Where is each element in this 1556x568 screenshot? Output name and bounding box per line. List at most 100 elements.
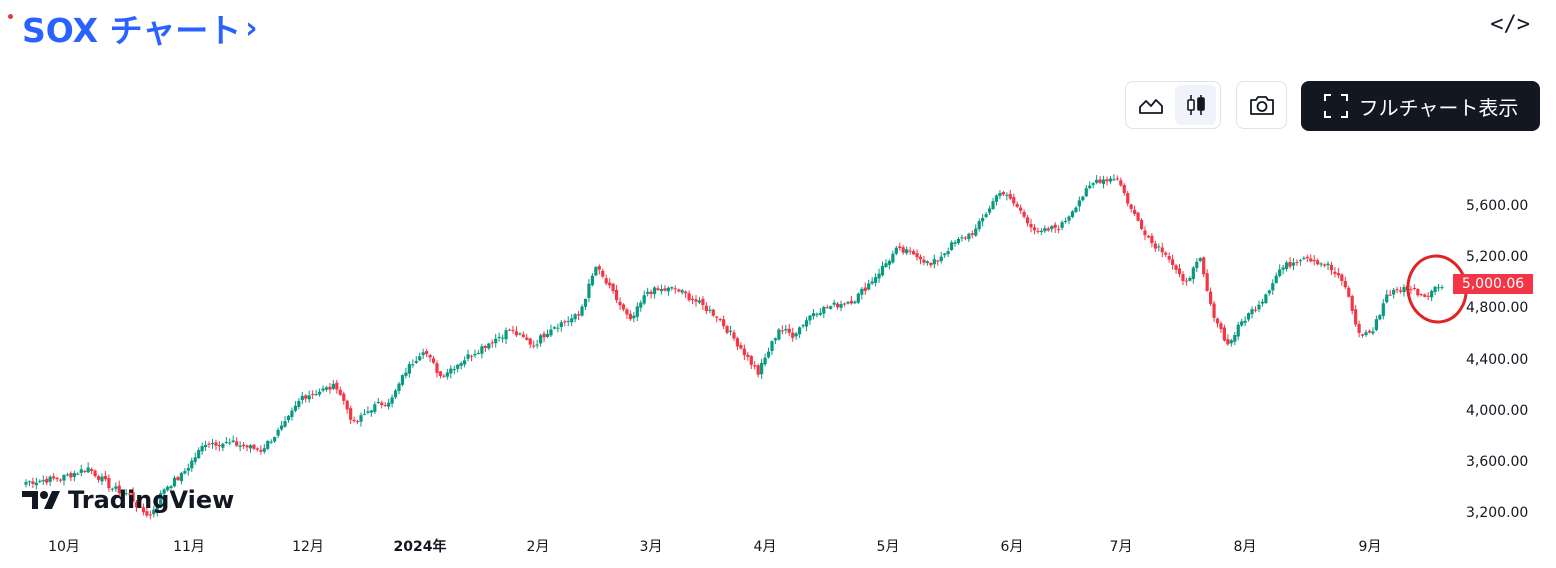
- candle: [770, 340, 774, 356]
- candle: [300, 391, 304, 405]
- candle: [939, 251, 943, 264]
- candle-body: [1288, 261, 1292, 267]
- candle-body: [34, 482, 38, 486]
- candle: [1015, 201, 1019, 209]
- candle: [435, 360, 439, 378]
- candle: [822, 305, 826, 319]
- candle-body: [708, 309, 712, 311]
- candle: [673, 285, 677, 294]
- candle: [1122, 183, 1126, 196]
- candle: [235, 437, 239, 447]
- embed-code-button[interactable]: </>: [1490, 12, 1530, 37]
- candle-body: [214, 442, 218, 446]
- y-tick-label: 4,800.00: [1466, 300, 1529, 317]
- candle: [787, 323, 791, 336]
- candle-body: [141, 507, 146, 513]
- candle: [635, 302, 639, 322]
- candle-body: [72, 473, 76, 477]
- candle-body: [625, 309, 629, 315]
- candle: [1108, 175, 1113, 184]
- candle-body: [946, 251, 950, 255]
- area-chart-button[interactable]: [1130, 85, 1171, 125]
- candle-body: [138, 505, 142, 507]
- candle-body: [621, 304, 626, 310]
- candle: [991, 197, 995, 210]
- candle: [604, 274, 608, 286]
- candle-body: [1032, 227, 1037, 231]
- candle-body: [1008, 194, 1012, 199]
- candle-body: [594, 267, 598, 276]
- candle-body: [601, 270, 605, 277]
- snapshot-button[interactable]: [1236, 81, 1287, 129]
- candle: [269, 439, 273, 444]
- candle: [773, 337, 778, 344]
- candle: [808, 314, 812, 325]
- candle-body: [587, 283, 591, 298]
- candle-body: [1174, 265, 1178, 270]
- candle: [1316, 258, 1320, 266]
- x-tick-label: 5月: [876, 539, 900, 555]
- candle-body: [90, 469, 94, 471]
- candle-body: [974, 228, 978, 236]
- candle: [1164, 251, 1168, 258]
- candle-body: [155, 504, 159, 512]
- candle: [1074, 205, 1078, 214]
- candle: [387, 398, 391, 410]
- candle-body: [231, 440, 235, 442]
- candle: [1436, 283, 1441, 292]
- candle: [780, 325, 784, 335]
- candle-body: [45, 478, 49, 483]
- candlestick-chart-button[interactable]: [1175, 85, 1216, 125]
- candle: [1046, 226, 1050, 232]
- candle: [1281, 264, 1285, 275]
- chart-title-link[interactable]: SOX チャート ›: [8, 4, 258, 52]
- candle: [849, 295, 854, 305]
- candle-body: [1336, 273, 1340, 276]
- candle-body: [1036, 230, 1040, 232]
- candle: [1381, 299, 1385, 320]
- candle: [362, 409, 367, 416]
- candle: [497, 332, 501, 342]
- candle: [1160, 242, 1164, 258]
- candle-body: [148, 514, 152, 516]
- candle: [1084, 185, 1088, 198]
- candle-body: [1084, 188, 1088, 197]
- candle-body: [618, 301, 622, 306]
- candle-body: [421, 352, 425, 356]
- candle-body: [1374, 319, 1378, 331]
- candle: [317, 388, 322, 397]
- candle: [1105, 176, 1109, 186]
- candle: [400, 374, 405, 387]
- candle: [442, 374, 446, 378]
- candle: [652, 286, 657, 299]
- candle-body: [369, 410, 373, 413]
- candle-body: [55, 477, 59, 480]
- candle-body: [1050, 226, 1054, 230]
- candle: [1088, 181, 1092, 190]
- candle: [642, 290, 646, 306]
- candle-body: [1264, 294, 1268, 304]
- candle: [58, 478, 63, 483]
- candle-body: [435, 363, 439, 373]
- candle: [1291, 258, 1296, 271]
- candle-body: [877, 273, 881, 279]
- candle-body: [1077, 200, 1081, 207]
- candle-body: [632, 315, 636, 319]
- candle-body: [1426, 295, 1430, 297]
- candle: [124, 488, 128, 496]
- candle: [248, 444, 253, 453]
- candle-body: [1088, 185, 1092, 189]
- candle: [193, 452, 197, 465]
- candle-body: [279, 425, 284, 430]
- candle: [1081, 195, 1085, 202]
- candle: [1022, 209, 1026, 219]
- candle: [1326, 261, 1330, 271]
- candle-body: [963, 237, 967, 239]
- candle: [52, 473, 56, 481]
- candle: [155, 500, 159, 517]
- full-chart-button[interactable]: フルチャート表示: [1301, 81, 1540, 131]
- x-tick-label: 6月: [1000, 539, 1024, 555]
- candle-body: [349, 408, 353, 420]
- candle: [1312, 255, 1316, 266]
